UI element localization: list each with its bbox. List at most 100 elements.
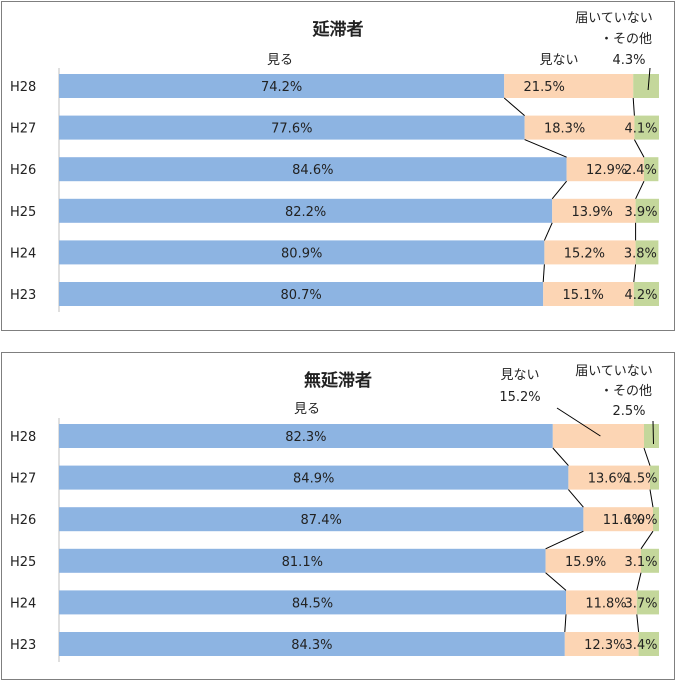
bar-segment <box>566 157 644 182</box>
bar-segment <box>543 282 634 306</box>
data-label: 13.9% <box>572 205 613 220</box>
chart-panel-delinquent: 延滞者 H28 74.2% 21.5% H27 77.6% 18.3% 4.1% H26 84.… <box>1 1 675 331</box>
bar-segment <box>59 240 545 265</box>
series-line <box>552 447 569 466</box>
data-label: 82.2% <box>285 205 326 220</box>
bar-segment <box>59 632 565 656</box>
series-line <box>635 180 645 200</box>
bar-segment <box>59 548 546 573</box>
series-label: ・その他 <box>600 32 652 47</box>
series-line <box>524 139 567 158</box>
data-label: 3.9% <box>624 205 657 220</box>
bar-segment <box>504 74 634 98</box>
bar-segment <box>59 507 584 532</box>
chart-title: 延滞者 <box>312 19 364 40</box>
data-label: 15.1% <box>563 288 604 303</box>
category-label: H25 <box>10 205 36 220</box>
series-line <box>649 489 654 508</box>
data-label: 12.3% <box>584 638 625 653</box>
data-label: 12.9% <box>586 163 627 178</box>
series-line <box>633 139 645 158</box>
bar-segment <box>59 157 567 182</box>
bar-segment <box>568 465 650 490</box>
leader-line <box>647 67 651 91</box>
data-label: 11.6% <box>603 513 644 528</box>
bar-segment <box>638 632 659 656</box>
bar-segment <box>641 548 659 573</box>
bar-segment <box>59 115 525 140</box>
series-line <box>633 264 637 283</box>
data-label: 18.3% <box>544 122 585 137</box>
series-line <box>632 97 635 116</box>
bar-segment <box>59 465 569 490</box>
bar-segment <box>524 115 635 140</box>
bar-segment <box>59 198 553 223</box>
data-label: 84.3% <box>291 638 332 653</box>
series-line <box>542 264 545 283</box>
bar-segment <box>566 590 637 615</box>
bar-segment <box>59 282 544 306</box>
data-label: 84.6% <box>292 163 333 178</box>
chart-non-delinquent: 無延滞者 H28 82.3% H27 84.9% 13.6%1.5% H26 87.4% 11… <box>10 364 659 662</box>
data-label: 4.2% <box>624 288 657 303</box>
leader-line <box>652 420 654 445</box>
series-line <box>564 614 567 633</box>
bar-segment <box>59 74 505 98</box>
data-label: 13.6% <box>588 472 629 487</box>
bar-segment <box>634 115 659 140</box>
data-label: 15.2% <box>564 246 605 261</box>
series-label: 届いていない <box>575 11 653 26</box>
bar-segment <box>552 198 636 223</box>
bar-segment <box>544 240 636 265</box>
data-label: 2.4% <box>624 163 657 178</box>
series-line <box>568 489 584 508</box>
bar-segment <box>59 590 566 615</box>
data-label: 4.1% <box>624 122 657 137</box>
chart-delinquent: 延滞者 H28 74.2% 21.5% H27 77.6% 18.3% 4.1% H26 84.… <box>10 11 659 312</box>
data-label: 77.6% <box>271 122 312 137</box>
leader-line <box>556 407 601 437</box>
data-label: 87.4% <box>301 513 342 528</box>
series-line <box>545 530 584 550</box>
category-label: H24 <box>10 246 36 261</box>
category-label: H26 <box>10 163 36 178</box>
series-line <box>643 447 651 466</box>
category-label: H28 <box>10 430 36 445</box>
series-label: 見る <box>294 402 320 417</box>
bar-segment <box>636 590 659 615</box>
bar-segment <box>583 507 653 532</box>
data-label: 74.2% <box>261 80 302 95</box>
category-label: H24 <box>10 596 36 611</box>
data-label: 1.0% <box>624 513 657 528</box>
bar-segment <box>653 507 659 532</box>
category-label: H27 <box>10 122 36 137</box>
data-label: 84.9% <box>293 472 334 487</box>
category-label: H25 <box>10 555 36 570</box>
data-label: 15.9% <box>565 555 606 570</box>
bar-segment <box>644 424 659 448</box>
series-line <box>551 180 567 200</box>
series-label: 見る <box>267 53 293 68</box>
data-label: 3.7% <box>624 596 657 611</box>
bar-segment <box>644 157 659 182</box>
bar-segment <box>635 198 659 223</box>
data-label: 82.3% <box>285 430 326 445</box>
series-label: 見ない <box>539 53 578 68</box>
series-label: 届いていない <box>575 364 653 379</box>
bar-segment <box>59 424 553 448</box>
series-line <box>636 572 642 591</box>
category-label: H23 <box>10 638 36 653</box>
bar-segment <box>650 465 659 490</box>
data-label: 3.1% <box>624 555 657 570</box>
category-label: H26 <box>10 513 36 528</box>
data-label: 80.9% <box>281 246 322 261</box>
chart-panel-non-delinquent: 無延滞者 H28 82.3% H27 84.9% 13.6% 1.5% H26 87.4% 11… <box>1 352 675 680</box>
series-label: 見ない <box>500 368 539 383</box>
series-line <box>640 530 654 550</box>
series-value-label: 4.3% <box>612 53 645 68</box>
data-label: 84.5% <box>292 596 333 611</box>
data-label: 80.7% <box>280 288 321 303</box>
series-value-label: 2.5% <box>612 404 645 419</box>
data-label: 11.8% <box>585 596 626 611</box>
bar-segment <box>564 632 639 656</box>
